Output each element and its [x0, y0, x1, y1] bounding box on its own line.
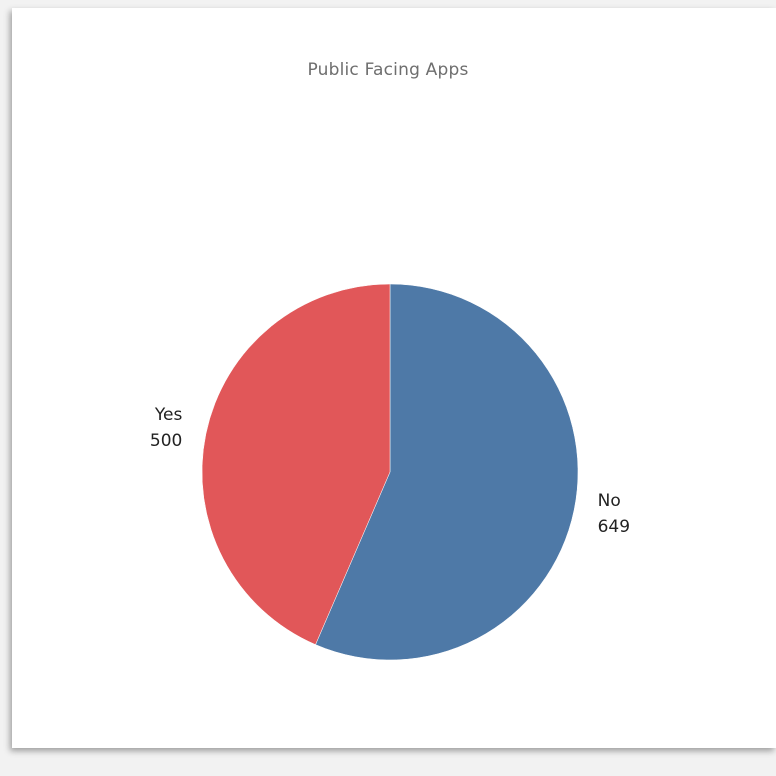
slice-label-no: No [598, 491, 621, 511]
pie-slice-yes[interactable] [201, 283, 391, 645]
chart-title: Public Facing Apps [307, 60, 469, 80]
slice-label-yes: Yes [154, 405, 183, 425]
slice-value-yes: 500 [150, 431, 182, 451]
pie-slice-no[interactable] [315, 283, 579, 661]
slice-value-no: 649 [598, 517, 630, 537]
